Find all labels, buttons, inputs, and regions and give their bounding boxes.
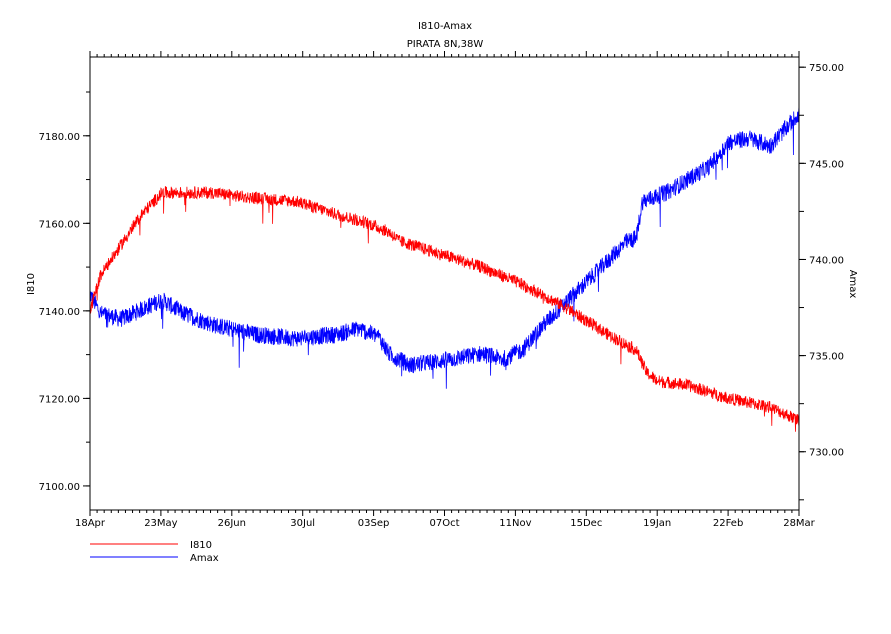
y-left-tick-label: 7180.00 bbox=[39, 132, 80, 143]
legend-label-amax: Amax bbox=[190, 553, 219, 564]
y-right-tick-label: 745.00 bbox=[809, 159, 844, 170]
y-right-tick-label: 730.00 bbox=[809, 448, 844, 459]
x-tick-label: 15Dec bbox=[570, 518, 602, 529]
y-right-label: Amax bbox=[847, 270, 858, 299]
y-right-tick-label: 750.00 bbox=[809, 63, 844, 74]
y-right-tick-label: 740.00 bbox=[809, 255, 844, 266]
x-tick-label: 23May bbox=[144, 518, 177, 529]
series-line-amax bbox=[89, 105, 800, 389]
x-tick-label: 19Jan bbox=[643, 518, 671, 529]
x-tick-label: 22Feb bbox=[713, 518, 743, 529]
y-left-tick-label: 7100.00 bbox=[39, 482, 80, 493]
y-left-tick-label: 7140.00 bbox=[39, 307, 80, 318]
y-left-tick-label: 7160.00 bbox=[39, 219, 80, 230]
x-tick-label: 11Nov bbox=[499, 518, 531, 529]
chart-subtitle: PIRATA 8N,38W bbox=[407, 39, 484, 50]
x-tick-label: 26Jun bbox=[218, 518, 246, 529]
series-line-i810 bbox=[89, 185, 800, 432]
x-tick-label: 18Apr bbox=[75, 518, 106, 529]
x-tick-label: 30Jul bbox=[290, 518, 315, 529]
x-tick-label: 07Oct bbox=[429, 518, 459, 529]
legend-label-i810: I810 bbox=[190, 540, 212, 551]
chart-title: I810-Amax bbox=[418, 21, 472, 32]
plot-frame bbox=[89, 56, 800, 511]
y-left-tick-label: 7120.00 bbox=[39, 394, 80, 405]
y-left-label: I810 bbox=[26, 273, 37, 295]
y-right-tick-label: 735.00 bbox=[809, 352, 844, 363]
x-tick-label: 28Mar bbox=[783, 518, 815, 529]
x-tick-label: 03Sep bbox=[358, 518, 390, 529]
